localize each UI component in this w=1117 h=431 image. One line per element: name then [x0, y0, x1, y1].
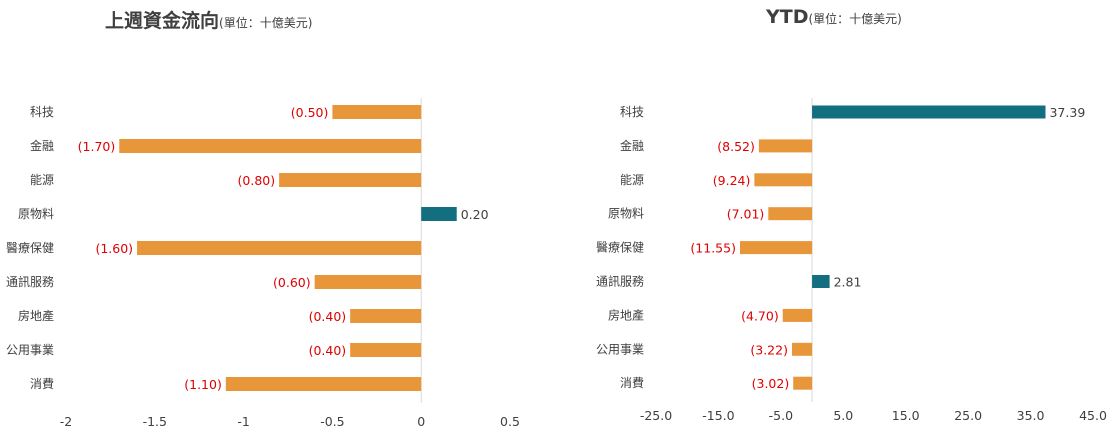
left-chart-subtitle: (單位：十億美元): [219, 16, 313, 30]
data-label: (4.70): [741, 308, 779, 323]
x-tick-label: -25.0: [640, 408, 672, 423]
category-label: 醫療保健: [596, 241, 644, 255]
category-label: 消費: [30, 376, 54, 391]
category-label: 能源: [30, 173, 54, 187]
data-label: (1.70): [78, 139, 116, 154]
bar-原物料: [768, 207, 813, 221]
data-label: (0.50): [291, 105, 329, 120]
data-label: (11.55): [690, 241, 736, 256]
category-label: 科技: [620, 105, 644, 119]
data-label: (8.52): [717, 139, 755, 154]
data-label: (1.60): [95, 241, 133, 256]
bar-房地產: [782, 308, 813, 322]
category-label: 通訊服務: [596, 274, 644, 289]
bar-金融: [119, 139, 422, 153]
x-tick-label: 25.0: [954, 408, 982, 423]
bar-公用事業: [350, 343, 422, 357]
x-tick-label: -1.5: [143, 414, 167, 429]
x-tick-label: -2: [60, 414, 72, 429]
x-tick-label: 5.0: [833, 408, 853, 423]
x-tick-label: 0: [417, 414, 425, 429]
x-tick-label: -5.0: [769, 408, 793, 423]
category-label: 房地產: [18, 308, 54, 323]
category-label: 原物料: [608, 207, 644, 221]
category-label: 科技: [30, 105, 54, 119]
x-tick-label: 0.5: [500, 414, 520, 429]
bar-通訊服務: [314, 275, 422, 289]
category-label: 房地產: [608, 307, 644, 322]
data-label: (7.01): [727, 207, 765, 222]
bar-原物料: [421, 207, 457, 221]
data-label: (3.02): [752, 376, 790, 391]
category-label: 能源: [620, 173, 644, 187]
data-label: (0.40): [309, 343, 347, 358]
bar-能源: [754, 173, 813, 187]
category-label: 消費: [620, 375, 644, 390]
bar-金融: [758, 139, 813, 153]
data-label: (9.24): [713, 173, 751, 188]
left-bar-chart: 科技 (0.50) 金融 (1.70) 能源 (0.80) 原物料 0.20 醫療保健 (1.60…: [6, 98, 520, 429]
category-label: 醫療保健: [6, 241, 54, 255]
x-tick-label: -1: [237, 414, 249, 429]
x-tick-label: -0.5: [320, 414, 344, 429]
right-bar-chart: 科技 37.39 金融 (8.52) 能源 (9.24) 原物料 (7.01) 醫療保健 (11.…: [596, 98, 1107, 423]
category-label: 公用事業: [596, 342, 644, 356]
bar-消費: [793, 376, 813, 390]
right-chart-title-main: YTD: [766, 6, 809, 28]
x-tick-label: -15.0: [702, 408, 734, 423]
bar-房地產: [350, 309, 422, 323]
data-label: 2.81: [834, 275, 862, 290]
data-label: 37.39: [1049, 105, 1085, 120]
data-label: 0.20: [461, 207, 489, 222]
x-tick-label: 45.0: [1079, 408, 1107, 423]
category-label: 通訊服務: [6, 274, 54, 289]
left-chart-title-main: 上週資金流向: [105, 10, 220, 32]
bar-能源: [279, 173, 422, 187]
data-label: (0.80): [238, 173, 276, 188]
data-label: (3.22): [750, 342, 788, 357]
right-chart-subtitle: (單位：十億美元): [808, 12, 902, 26]
bar-消費: [225, 377, 422, 391]
data-label: (0.40): [309, 309, 347, 324]
category-label: 公用事業: [6, 343, 54, 357]
data-label: (0.60): [273, 275, 311, 290]
category-label: 金融: [30, 138, 54, 153]
left-chart-title: 上週資金流向(單位：十億美元): [105, 6, 312, 33]
right-chart-title: YTD(單位：十億美元): [766, 6, 902, 28]
x-tick-label: 35.0: [1017, 408, 1045, 423]
x-tick-label: 15.0: [892, 408, 920, 423]
data-label: (1.10): [184, 377, 222, 392]
bar-公用事業: [791, 342, 813, 356]
bar-科技: [812, 105, 1046, 119]
bar-科技: [332, 105, 422, 119]
bar-通訊服務: [812, 275, 830, 288]
bar-醫療保健: [739, 241, 813, 255]
category-label: 金融: [620, 138, 644, 153]
category-label: 原物料: [18, 207, 54, 221]
bar-醫療保健: [137, 241, 422, 255]
